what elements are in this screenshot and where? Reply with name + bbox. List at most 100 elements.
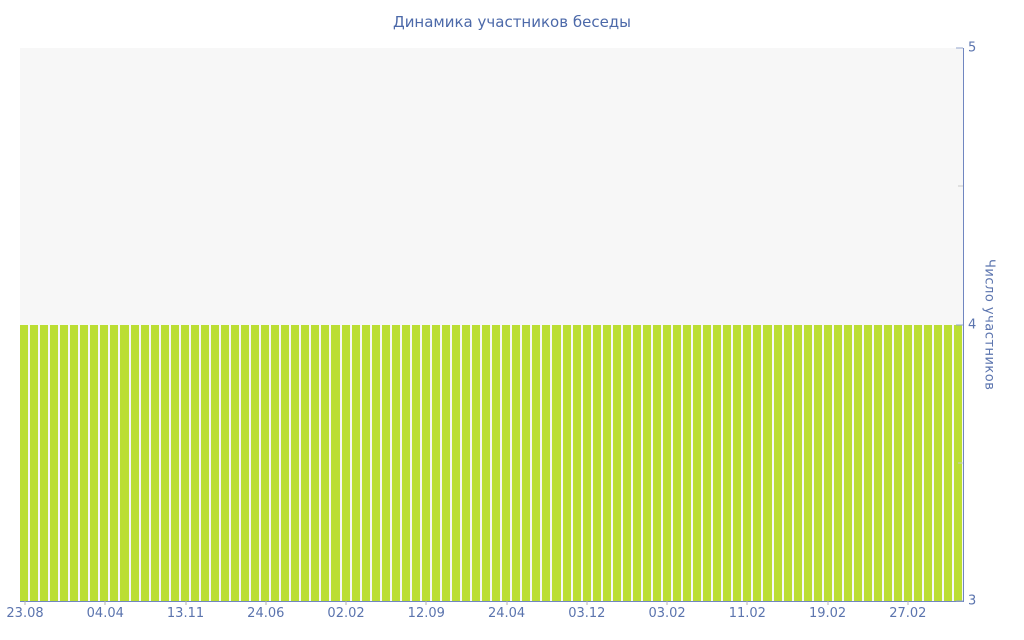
bar bbox=[241, 324, 250, 601]
bar bbox=[472, 324, 481, 601]
x-tick-label: 13.11 bbox=[166, 606, 205, 621]
bar bbox=[70, 324, 79, 601]
bar bbox=[884, 324, 893, 601]
bar bbox=[150, 324, 159, 601]
bar bbox=[421, 324, 430, 601]
bar bbox=[291, 324, 300, 601]
x-tick-mark bbox=[425, 601, 427, 605]
bar bbox=[30, 324, 39, 601]
bar bbox=[492, 324, 501, 601]
x-tick-mark bbox=[345, 601, 347, 605]
x-tick-label: 23.08 bbox=[6, 606, 44, 621]
bar bbox=[411, 324, 420, 601]
x-tick-label: 02.02 bbox=[327, 606, 365, 621]
bar bbox=[261, 324, 270, 601]
x-tick-mark bbox=[907, 601, 909, 605]
bar bbox=[863, 324, 872, 601]
x-axis-labels: 23.08 04.04 13.11 24.06 02.02 12.09 24.04 03.12… bbox=[6, 601, 963, 631]
bar bbox=[482, 324, 491, 601]
x-tick-label: 24.04 bbox=[487, 606, 526, 621]
bar bbox=[954, 324, 963, 601]
bar bbox=[853, 324, 862, 601]
bar bbox=[904, 324, 913, 601]
bar bbox=[693, 324, 702, 601]
bar bbox=[80, 324, 89, 601]
bar bbox=[462, 324, 471, 601]
bar bbox=[321, 324, 330, 601]
bar bbox=[371, 324, 380, 601]
bar bbox=[934, 324, 943, 601]
bar bbox=[783, 324, 792, 601]
bar bbox=[381, 324, 390, 601]
bar bbox=[572, 324, 581, 601]
bar bbox=[361, 324, 370, 601]
bar bbox=[90, 324, 99, 601]
bar bbox=[733, 324, 742, 601]
bar bbox=[793, 324, 802, 601]
bar bbox=[753, 324, 762, 601]
bar bbox=[683, 324, 692, 601]
bar bbox=[663, 324, 672, 601]
y-tick-label: 5 bbox=[968, 40, 977, 56]
bar bbox=[311, 324, 320, 601]
x-tick-mark bbox=[506, 601, 508, 605]
bar bbox=[552, 324, 561, 601]
bar bbox=[20, 324, 29, 601]
bar bbox=[130, 324, 139, 601]
bar bbox=[200, 324, 209, 601]
bar bbox=[120, 324, 129, 601]
chart-title: Динамика участников беседы bbox=[392, 13, 632, 31]
bar bbox=[50, 324, 59, 601]
bar bbox=[190, 324, 199, 601]
bar bbox=[652, 324, 661, 601]
bar bbox=[894, 324, 903, 601]
bar bbox=[431, 324, 440, 601]
x-tick-label: 27.02 bbox=[889, 606, 927, 621]
bar bbox=[823, 324, 832, 601]
bars bbox=[20, 48, 963, 601]
bar bbox=[391, 324, 400, 601]
bar bbox=[170, 324, 179, 601]
bar bbox=[763, 324, 772, 601]
bar bbox=[331, 324, 340, 601]
x-tick-label: 12.09 bbox=[407, 606, 445, 621]
bar bbox=[673, 324, 682, 601]
bar bbox=[452, 324, 461, 601]
bar bbox=[703, 324, 712, 601]
bar bbox=[512, 324, 521, 601]
bar bbox=[100, 324, 109, 601]
bar bbox=[833, 324, 842, 601]
bar bbox=[351, 324, 360, 601]
x-tick-label: 03.02 bbox=[648, 606, 686, 621]
x-tick-mark bbox=[586, 601, 588, 605]
bar bbox=[522, 324, 531, 601]
bar bbox=[301, 324, 310, 601]
bar bbox=[592, 324, 601, 601]
bar bbox=[180, 324, 189, 601]
x-tick-mark bbox=[827, 601, 829, 605]
x-tick-mark bbox=[746, 601, 748, 605]
bar bbox=[532, 324, 541, 601]
x-tick-mark bbox=[185, 601, 187, 605]
x-tick-label: 03.12 bbox=[568, 606, 606, 621]
bar bbox=[723, 324, 732, 601]
bar bbox=[230, 324, 240, 601]
bar bbox=[914, 324, 923, 601]
bar bbox=[542, 324, 551, 601]
bar bbox=[502, 324, 511, 601]
x-tick-label: 24.06 bbox=[247, 606, 285, 621]
bar bbox=[160, 324, 169, 601]
plot-area bbox=[20, 48, 964, 602]
bar bbox=[441, 324, 451, 601]
x-tick-label: 19.02 bbox=[808, 606, 847, 621]
bar bbox=[60, 324, 69, 601]
bar bbox=[773, 324, 782, 601]
bar bbox=[612, 324, 621, 601]
bar bbox=[220, 324, 229, 601]
bar bbox=[622, 324, 631, 601]
x-tick-mark bbox=[24, 601, 26, 605]
bar bbox=[40, 324, 49, 601]
bar bbox=[562, 324, 571, 601]
bar bbox=[582, 324, 591, 601]
y-axis-title: Число участников bbox=[981, 258, 997, 391]
